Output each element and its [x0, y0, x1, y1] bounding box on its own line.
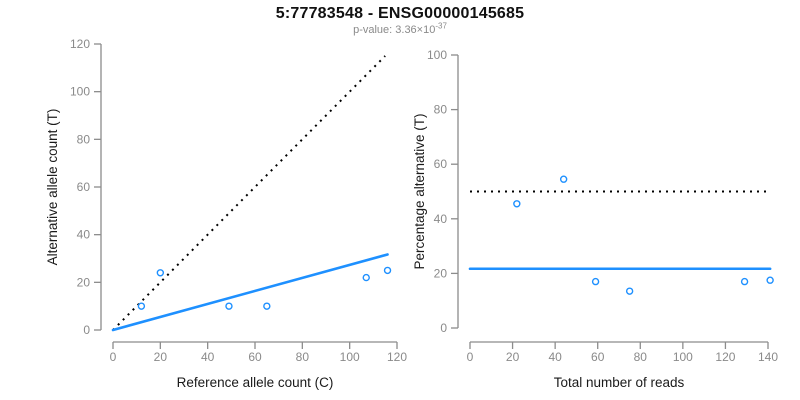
data-point: [362, 273, 370, 282]
x-tick-label: 60: [591, 350, 605, 364]
y-tick-label: 60: [77, 180, 91, 194]
x-tick-label: 0: [110, 350, 117, 364]
y-tick-label: 60: [434, 157, 448, 171]
y-tick-label: 80: [434, 103, 448, 117]
y-tick-label: 100: [427, 48, 447, 62]
data-point: [383, 266, 392, 275]
y-tick-label: 80: [77, 132, 91, 146]
data-point: [156, 269, 165, 277]
y-tick-label: 40: [77, 228, 91, 242]
right-plot: 0 20 40 60 80 100 0 20 40 60 80 100 120 140 Total numb…: [412, 48, 778, 390]
x-tick-label: 80: [634, 350, 648, 364]
x-tick-label: 60: [248, 350, 262, 364]
data-point: [559, 175, 568, 183]
x-tick-label: 120: [715, 350, 735, 364]
x-tick-label: 100: [673, 350, 693, 364]
x-tick-label: 20: [506, 350, 520, 364]
x-tick-label: 120: [387, 350, 407, 364]
y-tick-label: 0: [440, 321, 447, 335]
data-point: [513, 200, 521, 208]
y-tick-label: 120: [70, 37, 90, 51]
x-axis-title: Reference allele count (C): [177, 375, 334, 390]
x-tick-label: 40: [201, 350, 215, 364]
y-tick-label: 40: [434, 212, 448, 226]
data-point: [625, 287, 634, 295]
x-tick-label: 0: [467, 350, 474, 364]
y-axis-title: Alternative allele count (T): [45, 109, 60, 266]
data-point: [766, 276, 774, 284]
x-tick-label: 100: [340, 350, 360, 364]
x-tick-label: 20: [154, 350, 168, 364]
left-plot: 0 20 40 60 80 100 120 0 20 40 60 80 100 120 Reference …: [45, 37, 407, 390]
x-axis-title: Total number of reads: [554, 375, 685, 390]
fit-line: [111, 253, 389, 332]
y-tick-label: 100: [70, 85, 90, 99]
y-tick-label: 0: [83, 323, 90, 337]
data-point: [740, 277, 749, 286]
data-point: [225, 302, 233, 310]
data-point: [591, 277, 600, 286]
data-point: [263, 302, 271, 310]
data-point: [137, 302, 146, 310]
y-tick-label: 20: [77, 275, 91, 289]
identity-line: [112, 55, 386, 331]
y-axis-title: Percentage alternative (T): [412, 113, 427, 269]
y-tick-label: 20: [434, 266, 448, 280]
x-tick-label: 80: [296, 350, 310, 364]
x-tick-label: 40: [548, 350, 562, 364]
x-tick-label: 140: [758, 350, 778, 364]
